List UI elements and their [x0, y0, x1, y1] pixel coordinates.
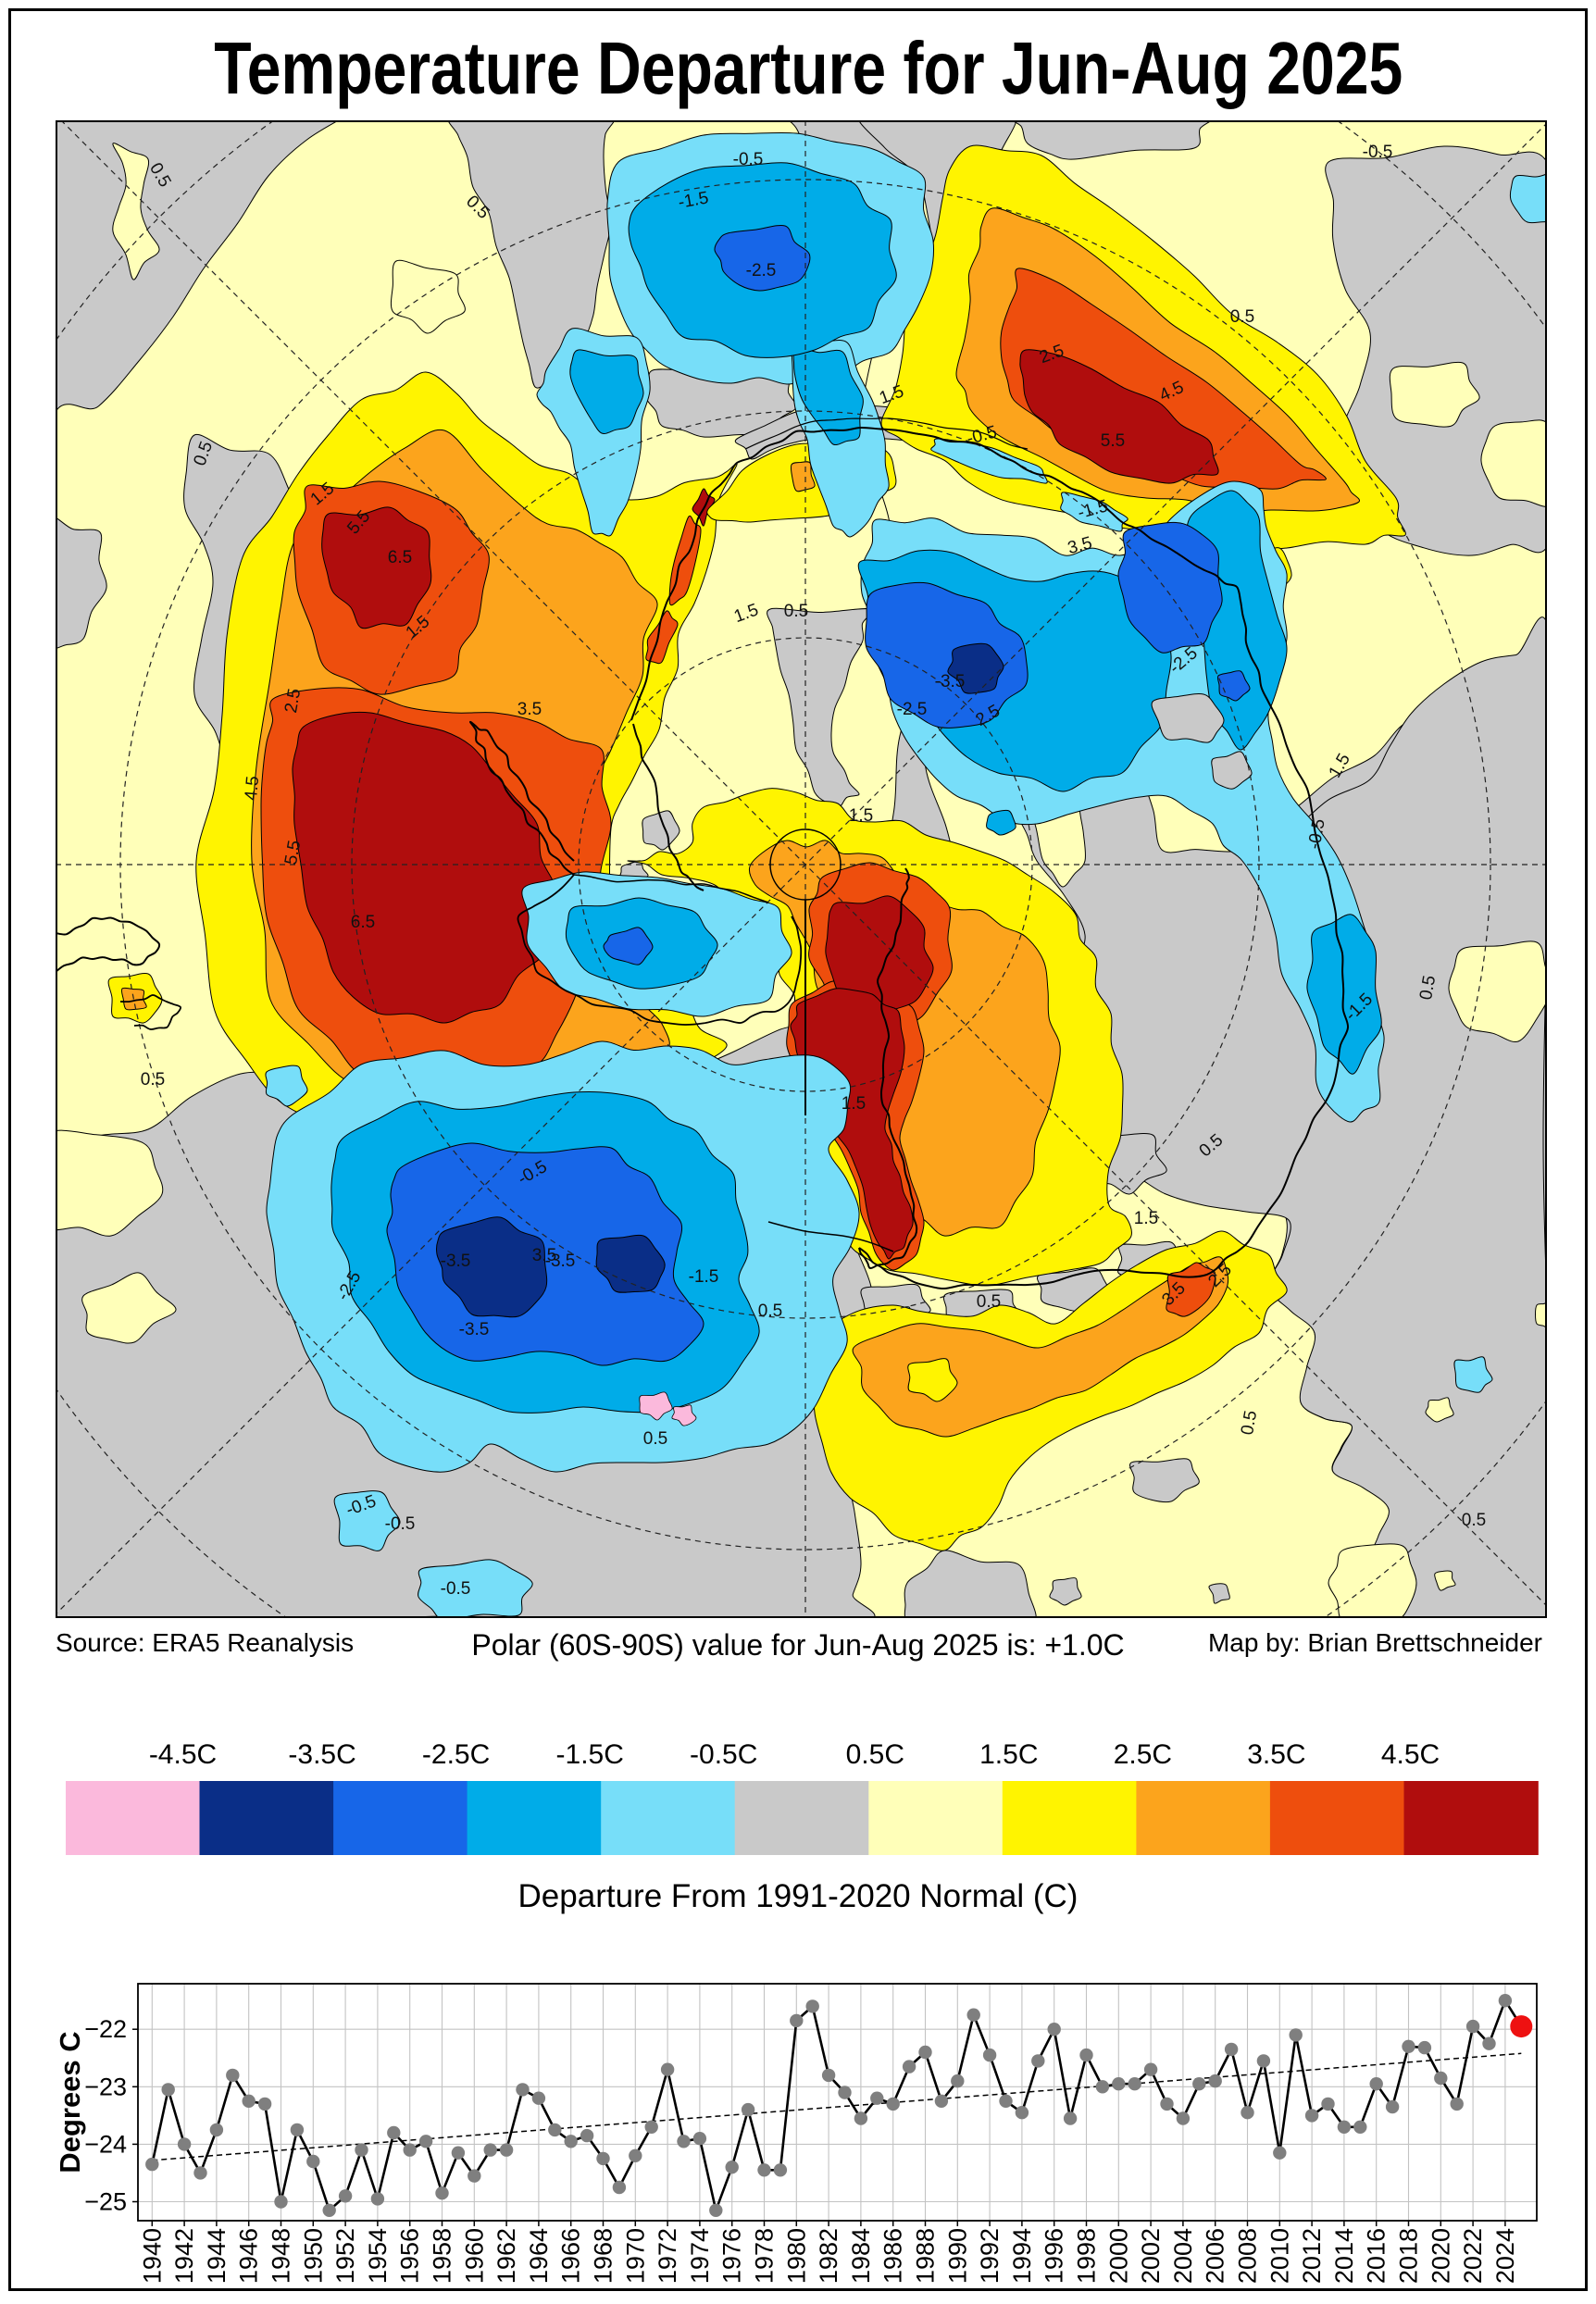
svg-text:-3.5: -3.5 — [459, 1320, 490, 1339]
svg-text:0.5: 0.5 — [1462, 1511, 1486, 1530]
svg-text:0.5: 0.5 — [758, 1301, 782, 1321]
svg-text:-2.5: -2.5 — [897, 700, 928, 719]
svg-text:-2.5: -2.5 — [746, 261, 777, 280]
svg-text:1.5: 1.5 — [842, 1094, 866, 1114]
svg-text:-0.5C: -0.5C — [690, 1739, 757, 1770]
svg-text:2008: 2008 — [1234, 2228, 1262, 2284]
svg-text:-3.5: -3.5 — [545, 1252, 576, 1271]
svg-text:0.5: 0.5 — [141, 1070, 165, 1090]
svg-text:1942: 1942 — [170, 2228, 198, 2284]
svg-text:1958: 1958 — [429, 2228, 456, 2284]
svg-text:1956: 1956 — [396, 2228, 424, 2284]
svg-text:5.5: 5.5 — [1101, 431, 1125, 451]
svg-text:1970: 1970 — [621, 2228, 649, 2284]
svg-text:2018: 2018 — [1395, 2228, 1423, 2284]
svg-text:0.5: 0.5 — [977, 1292, 1001, 1312]
svg-text:2024: 2024 — [1491, 2228, 1519, 2284]
svg-text:−24: −24 — [84, 2130, 127, 2158]
svg-text:1998: 1998 — [1073, 2228, 1101, 2284]
svg-text:-3.5: -3.5 — [441, 1252, 471, 1271]
svg-text:1944: 1944 — [203, 2228, 231, 2284]
svg-text:-0.5: -0.5 — [441, 1579, 471, 1599]
svg-text:1.5: 1.5 — [1134, 1209, 1158, 1228]
svg-text:2000: 2000 — [1104, 2228, 1132, 2284]
svg-text:-0.5: -0.5 — [733, 150, 764, 169]
svg-text:1946: 1946 — [235, 2228, 263, 2284]
svg-text:2.5: 2.5 — [281, 687, 305, 715]
svg-text:−23: −23 — [84, 2073, 127, 2100]
svg-text:−25: −25 — [84, 2188, 127, 2216]
svg-text:1976: 1976 — [718, 2228, 746, 2284]
svg-text:4.5: 4.5 — [242, 775, 263, 801]
svg-text:2.5C: 2.5C — [1114, 1739, 1172, 1770]
svg-text:2004: 2004 — [1169, 2228, 1197, 2284]
svg-text:-1.5C: -1.5C — [556, 1739, 624, 1770]
svg-text:Degrees C: Degrees C — [54, 2031, 86, 2173]
svg-text:1966: 1966 — [557, 2228, 585, 2284]
svg-text:2020: 2020 — [1427, 2228, 1454, 2284]
svg-text:1988: 1988 — [912, 2228, 940, 2284]
svg-text:0.5: 0.5 — [643, 1429, 667, 1449]
svg-text:-0.5: -0.5 — [1363, 143, 1393, 162]
svg-text:2016: 2016 — [1363, 2228, 1390, 2284]
svg-text:-4.5C: -4.5C — [149, 1739, 217, 1770]
svg-text:2006: 2006 — [1202, 2228, 1229, 2284]
svg-text:6.5: 6.5 — [351, 913, 375, 932]
svg-text:1986: 1986 — [879, 2228, 907, 2284]
svg-text:1940: 1940 — [138, 2228, 166, 2284]
svg-text:1978: 1978 — [751, 2228, 779, 2284]
svg-text:1954: 1954 — [364, 2228, 392, 2284]
svg-text:1990: 1990 — [943, 2228, 971, 2284]
svg-text:1980: 1980 — [782, 2228, 810, 2284]
svg-text:−22: −22 — [84, 2015, 127, 2043]
svg-text:-3.5C: -3.5C — [288, 1739, 355, 1770]
svg-text:1968: 1968 — [590, 2228, 617, 2284]
svg-text:3.5: 3.5 — [517, 700, 542, 719]
svg-text:1984: 1984 — [847, 2228, 875, 2284]
svg-text:1994: 1994 — [1008, 2228, 1036, 2284]
svg-text:2022: 2022 — [1459, 2228, 1487, 2284]
svg-text:2010: 2010 — [1266, 2228, 1293, 2284]
svg-text:0.5C: 0.5C — [846, 1739, 904, 1770]
svg-text:1950: 1950 — [299, 2228, 327, 2284]
svg-text:6.5: 6.5 — [388, 548, 412, 567]
svg-text:1.5: 1.5 — [849, 806, 873, 826]
svg-text:-2.5C: -2.5C — [422, 1739, 490, 1770]
svg-text:2002: 2002 — [1137, 2228, 1165, 2284]
svg-text:1964: 1964 — [525, 2228, 553, 2284]
svg-text:-1.5: -1.5 — [689, 1267, 719, 1287]
svg-text:1960: 1960 — [460, 2228, 488, 2284]
svg-text:2014: 2014 — [1330, 2228, 1358, 2284]
svg-text:1974: 1974 — [686, 2228, 714, 2284]
svg-text:5.5: 5.5 — [281, 839, 305, 866]
svg-text:1952: 1952 — [331, 2228, 359, 2284]
svg-text:1992: 1992 — [976, 2228, 1004, 2284]
svg-text:3.5: 3.5 — [532, 1246, 556, 1265]
svg-text:0.5: 0.5 — [784, 602, 808, 621]
svg-text:1972: 1972 — [654, 2228, 681, 2284]
svg-text:4.5C: 4.5C — [1381, 1739, 1440, 1770]
svg-text:1.5C: 1.5C — [979, 1739, 1038, 1770]
svg-text:1962: 1962 — [493, 2228, 520, 2284]
svg-text:2012: 2012 — [1298, 2228, 1326, 2284]
svg-text:0.5: 0.5 — [1238, 1409, 1261, 1437]
svg-text:3.5C: 3.5C — [1247, 1739, 1305, 1770]
svg-text:0.5: 0.5 — [1416, 974, 1440, 1002]
svg-text:1996: 1996 — [1041, 2228, 1068, 2284]
svg-text:1948: 1948 — [268, 2228, 295, 2284]
svg-text:1982: 1982 — [815, 2228, 842, 2284]
svg-text:-3.5: -3.5 — [935, 672, 966, 691]
svg-text:-0.5: -0.5 — [385, 1514, 416, 1534]
svg-text:0.5: 0.5 — [1230, 307, 1254, 327]
